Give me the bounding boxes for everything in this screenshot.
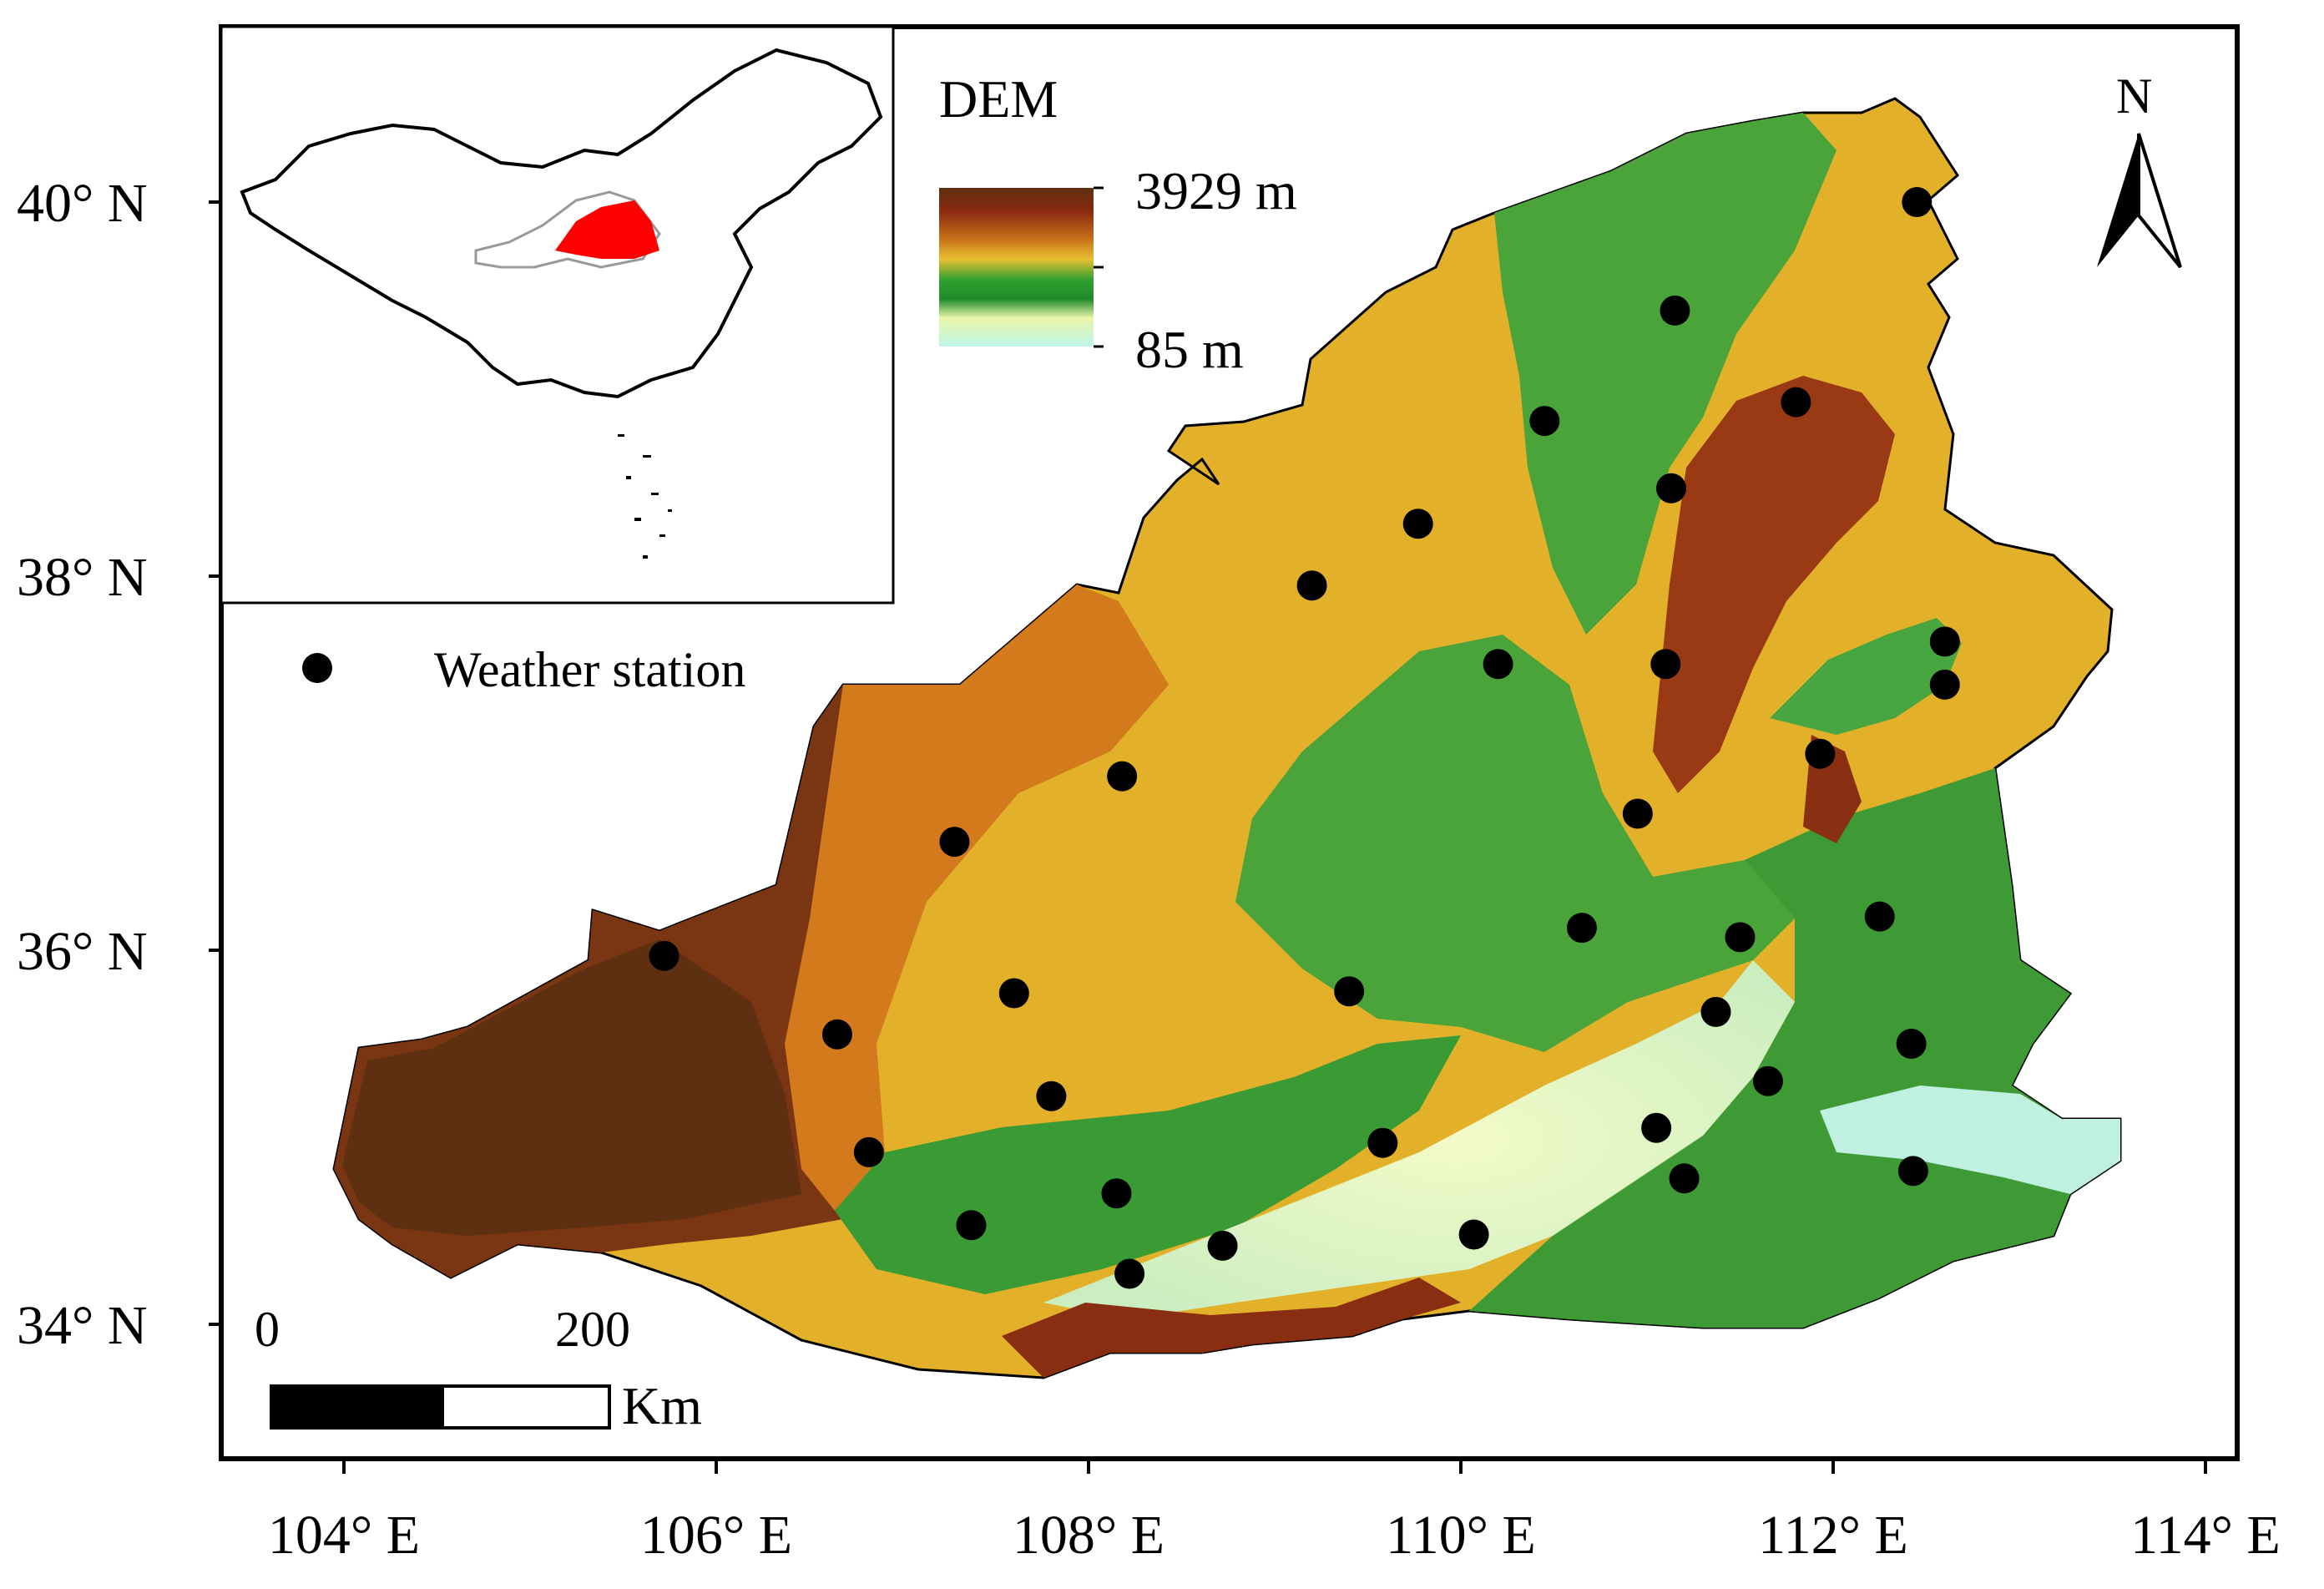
- china-outline: [240, 48, 883, 399]
- weather-station-point: [1725, 922, 1756, 953]
- lon-label-108: 108° E: [1013, 1505, 1165, 1566]
- weather-station-point: [1902, 187, 1932, 217]
- scale-bar-black: [270, 1384, 444, 1430]
- taiyuan-basin: [1770, 618, 1962, 735]
- weather-station-point: [998, 978, 1029, 1009]
- southern-green: [835, 1035, 1461, 1294]
- weather-station-point: [1334, 976, 1365, 1007]
- eastern-lowland: [1820, 1085, 2120, 1194]
- scale-bar: 0 200 Km: [255, 1302, 702, 1435]
- dem-min-label: 85 m: [1135, 320, 1244, 379]
- north-arrow-label: N: [2116, 68, 2152, 124]
- south-china-sea-islands: [618, 434, 672, 559]
- weather-station-point: [1752, 1065, 1783, 1096]
- weather-station-point: [956, 1210, 987, 1241]
- lon-label-114: 114° E: [2130, 1505, 2281, 1566]
- weather-station-point: [1669, 1163, 1700, 1194]
- weather-station-point: [1929, 626, 1960, 657]
- central-green: [1235, 635, 1795, 1052]
- weather-station-point: [1805, 738, 1836, 769]
- weather-stations: [649, 187, 1960, 1289]
- scale-tick-start: 0: [255, 1302, 280, 1357]
- lon-label-106: 106° E: [640, 1505, 792, 1566]
- lat-label-34: 34° N: [17, 1295, 148, 1356]
- scale-bar-white: [441, 1384, 611, 1430]
- dem-legend: DEM 3929 m 85 m: [939, 69, 1297, 379]
- weather-station-point: [821, 1019, 852, 1050]
- lon-label-110: 110° E: [1386, 1505, 1536, 1566]
- weather-station-point: [1402, 509, 1433, 539]
- loess-ring: [785, 584, 1169, 1211]
- dem-max-label: 3929 m: [1135, 161, 1297, 220]
- study-area-inset: [555, 200, 659, 259]
- station-legend: Weather station: [302, 642, 745, 697]
- weather-station-point: [1655, 473, 1686, 504]
- weather-station-point: [1650, 649, 1681, 680]
- weather-station-point: [1864, 901, 1895, 932]
- latitude-axis: 40° N 38° N 36° N 34° N: [17, 173, 221, 1356]
- northern-green: [1494, 113, 1836, 635]
- lat-label-40: 40° N: [17, 173, 148, 234]
- weather-station-point: [1036, 1080, 1067, 1111]
- weather-station-point: [1367, 1127, 1398, 1158]
- western-mountains-core: [342, 939, 801, 1236]
- lat-label-38: 38° N: [17, 547, 148, 608]
- station-legend-symbol: [302, 653, 332, 683]
- weather-station-point: [1114, 1258, 1145, 1289]
- eastern-green: [1469, 768, 2120, 1328]
- weather-station-point: [1622, 798, 1653, 829]
- lon-label-104: 104° E: [268, 1505, 420, 1566]
- station-legend-label: Weather station: [434, 642, 745, 697]
- weather-station-point: [1458, 1219, 1489, 1250]
- qinling-belt: [1002, 1278, 1461, 1378]
- weather-station-point: [1101, 1178, 1132, 1209]
- weather-station-point: [1296, 570, 1327, 601]
- weather-station-point: [1483, 649, 1513, 680]
- scale-tick-mid: 200: [555, 1302, 630, 1357]
- weather-station-point: [1896, 1029, 1927, 1059]
- longitude-axis: 104° E 106° E 108° E 110° E 112° E 114° …: [268, 1459, 2281, 1566]
- weather-station-point: [1529, 406, 1560, 437]
- weather-station-point: [1929, 669, 1960, 700]
- inset-map: [220, 25, 895, 605]
- weather-station-point: [1897, 1156, 1928, 1187]
- weather-station-point: [1566, 913, 1597, 944]
- scale-unit: Km: [622, 1376, 702, 1435]
- dem-color-ramp: [939, 188, 1094, 347]
- weather-station-point: [1700, 996, 1731, 1027]
- inset-frame: [220, 25, 895, 605]
- weather-station-point: [1641, 1112, 1672, 1143]
- weather-station-point: [1107, 761, 1138, 792]
- dem-legend-title: DEM: [939, 69, 1058, 129]
- guanzhong-plain: [1043, 960, 1795, 1319]
- lon-label-112: 112° E: [1758, 1505, 1908, 1566]
- weather-station-point: [1207, 1230, 1238, 1261]
- weather-station-point: [1781, 387, 1811, 417]
- weather-station-point: [853, 1136, 884, 1167]
- north-arrow: N: [2097, 68, 2182, 269]
- taihang-ridge: [1653, 376, 1895, 793]
- weather-station-point: [649, 940, 680, 971]
- lat-label-36: 36° N: [17, 921, 148, 982]
- weather-station-point: [939, 827, 970, 858]
- dem-region: [332, 97, 2122, 1379]
- north-arrow-icon: [2097, 134, 2139, 267]
- weather-station-point: [1660, 295, 1690, 326]
